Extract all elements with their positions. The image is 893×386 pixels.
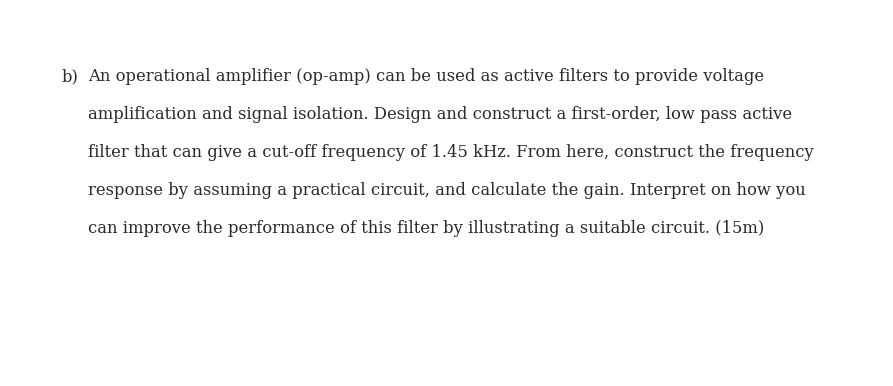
- Text: An operational amplifier (op-amp) can be used as active filters to provide volta: An operational amplifier (op-amp) can be…: [88, 68, 764, 85]
- Text: response by assuming a practical circuit, and calculate the gain. Interpret on h: response by assuming a practical circuit…: [88, 182, 805, 199]
- Text: b): b): [62, 68, 79, 85]
- Text: amplification and signal isolation. Design and construct a first-order, low pass: amplification and signal isolation. Desi…: [88, 106, 792, 123]
- Text: can improve the performance of this filter by illustrating a suitable circuit. (: can improve the performance of this filt…: [88, 220, 764, 237]
- Text: filter that can give a cut-off frequency of 1.45 kHz. From here, construct the f: filter that can give a cut-off frequency…: [88, 144, 814, 161]
